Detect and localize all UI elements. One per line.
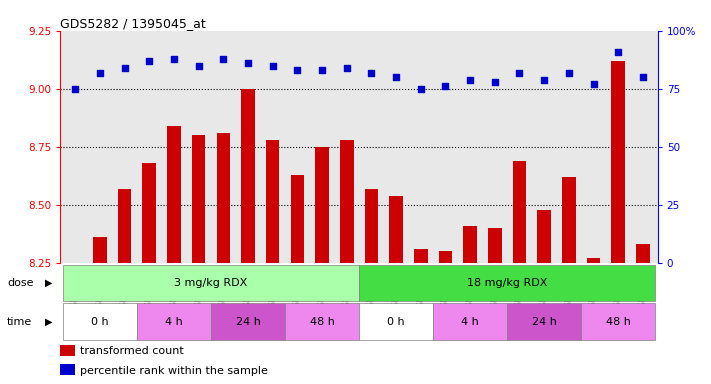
Text: 0 h: 0 h [91, 316, 109, 327]
Bar [513, 161, 526, 263]
Bar [142, 163, 156, 263]
Bar [315, 147, 328, 263]
Bar [340, 140, 353, 263]
Point [292, 67, 303, 73]
Bar [611, 61, 625, 263]
Point [95, 70, 106, 76]
Point [169, 56, 180, 62]
Point [119, 65, 130, 71]
Bar [587, 258, 600, 263]
Point [365, 70, 377, 76]
Text: transformed count: transformed count [80, 346, 183, 356]
Point [144, 58, 155, 64]
Bar [464, 226, 477, 263]
Text: 24 h: 24 h [532, 316, 557, 327]
Point [588, 81, 599, 87]
Bar [636, 245, 650, 263]
Bar [167, 126, 181, 263]
Bar [241, 89, 255, 263]
Point [415, 86, 427, 92]
Text: ▶: ▶ [45, 278, 53, 288]
Bar [285, 303, 359, 340]
Text: 0 h: 0 h [387, 316, 405, 327]
Bar [118, 189, 132, 263]
Point [70, 86, 81, 92]
Bar [60, 364, 75, 375]
Point [193, 63, 204, 69]
Point [563, 70, 574, 76]
Point [267, 63, 279, 69]
Bar [63, 303, 137, 340]
Bar [414, 249, 427, 263]
Text: time: time [7, 316, 33, 327]
Text: 3 mg/kg RDX: 3 mg/kg RDX [174, 278, 247, 288]
Point [390, 74, 402, 80]
Bar [488, 228, 501, 263]
Bar [507, 303, 581, 340]
Bar [192, 135, 205, 263]
Point [341, 65, 353, 71]
Point [464, 76, 476, 83]
Text: 24 h: 24 h [235, 316, 260, 327]
Point [489, 79, 501, 85]
Point [439, 83, 451, 89]
Bar [63, 265, 359, 301]
Bar [137, 303, 211, 340]
Text: ▶: ▶ [45, 316, 53, 327]
Bar [291, 175, 304, 263]
Bar [93, 237, 107, 263]
Text: 4 h: 4 h [461, 316, 479, 327]
Text: GDS5282 / 1395045_at: GDS5282 / 1395045_at [60, 17, 206, 30]
Bar [390, 196, 403, 263]
Text: 48 h: 48 h [309, 316, 334, 327]
Text: 48 h: 48 h [606, 316, 631, 327]
Bar [562, 177, 576, 263]
Bar [581, 303, 656, 340]
Bar [266, 140, 279, 263]
Point [637, 74, 648, 80]
Bar [365, 189, 378, 263]
Text: dose: dose [7, 278, 33, 288]
Bar [359, 303, 433, 340]
Text: percentile rank within the sample: percentile rank within the sample [80, 366, 267, 376]
Bar [359, 265, 656, 301]
Bar [433, 303, 507, 340]
Point [218, 56, 229, 62]
Text: 18 mg/kg RDX: 18 mg/kg RDX [467, 278, 547, 288]
Point [538, 76, 550, 83]
Point [612, 48, 624, 55]
Text: 4 h: 4 h [165, 316, 183, 327]
Point [242, 60, 254, 66]
Bar [439, 252, 452, 263]
Bar [60, 345, 75, 356]
Bar [217, 133, 230, 263]
Bar [211, 303, 285, 340]
Point [514, 70, 525, 76]
Bar [538, 210, 551, 263]
Point [316, 67, 328, 73]
